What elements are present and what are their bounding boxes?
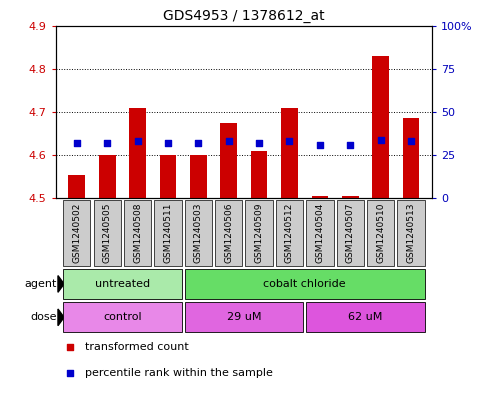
- Bar: [185, 269, 425, 299]
- Bar: [185, 302, 303, 332]
- Point: [134, 138, 142, 145]
- Bar: [99, 155, 115, 198]
- Bar: [190, 155, 207, 198]
- Bar: [312, 196, 328, 198]
- Point: [73, 140, 81, 146]
- Text: cobalt chloride: cobalt chloride: [263, 279, 346, 289]
- Bar: [63, 269, 182, 299]
- Bar: [403, 119, 419, 198]
- Bar: [63, 302, 182, 332]
- Text: 29 uM: 29 uM: [227, 312, 261, 322]
- Bar: [245, 200, 273, 266]
- Bar: [154, 200, 182, 266]
- Bar: [94, 200, 121, 266]
- Point: [164, 140, 172, 146]
- Bar: [398, 200, 425, 266]
- Point: [407, 138, 415, 145]
- Bar: [306, 200, 334, 266]
- Point: [195, 140, 202, 146]
- Polygon shape: [58, 275, 64, 292]
- Text: transformed count: transformed count: [85, 342, 188, 352]
- Bar: [159, 155, 176, 198]
- Bar: [220, 123, 237, 198]
- Point: [377, 136, 384, 143]
- Text: percentile rank within the sample: percentile rank within the sample: [85, 368, 272, 378]
- Bar: [276, 200, 303, 266]
- Text: 62 uM: 62 uM: [348, 312, 383, 322]
- Bar: [69, 175, 85, 198]
- Bar: [185, 200, 212, 266]
- Bar: [251, 151, 268, 198]
- Text: GSM1240507: GSM1240507: [346, 203, 355, 263]
- Text: untreated: untreated: [95, 279, 150, 289]
- Point: [346, 142, 354, 148]
- Point: [285, 138, 293, 145]
- Bar: [337, 200, 364, 266]
- Text: GSM1240502: GSM1240502: [72, 203, 81, 263]
- Polygon shape: [58, 309, 64, 326]
- Point: [316, 142, 324, 148]
- Point: [66, 370, 74, 376]
- Text: GSM1240504: GSM1240504: [315, 203, 325, 263]
- Text: GSM1240503: GSM1240503: [194, 203, 203, 263]
- Bar: [342, 196, 358, 198]
- Text: GSM1240505: GSM1240505: [103, 203, 112, 263]
- Text: GSM1240511: GSM1240511: [163, 203, 172, 263]
- Bar: [372, 56, 389, 198]
- Bar: [281, 108, 298, 198]
- Text: dose: dose: [30, 312, 57, 322]
- Text: GSM1240513: GSM1240513: [407, 203, 415, 263]
- Bar: [124, 200, 151, 266]
- Bar: [63, 200, 90, 266]
- Bar: [129, 108, 146, 198]
- Text: GSM1240508: GSM1240508: [133, 203, 142, 263]
- Point: [66, 343, 74, 350]
- Point: [103, 140, 111, 146]
- Bar: [367, 200, 394, 266]
- Text: GSM1240509: GSM1240509: [255, 203, 264, 263]
- Text: GSM1240506: GSM1240506: [224, 203, 233, 263]
- Bar: [306, 302, 425, 332]
- Text: agent: agent: [25, 279, 57, 289]
- Bar: [215, 200, 242, 266]
- Point: [255, 140, 263, 146]
- Title: GDS4953 / 1378612_at: GDS4953 / 1378612_at: [163, 9, 325, 23]
- Text: GSM1240510: GSM1240510: [376, 203, 385, 263]
- Point: [225, 138, 233, 145]
- Text: GSM1240512: GSM1240512: [285, 203, 294, 263]
- Text: control: control: [103, 312, 142, 322]
